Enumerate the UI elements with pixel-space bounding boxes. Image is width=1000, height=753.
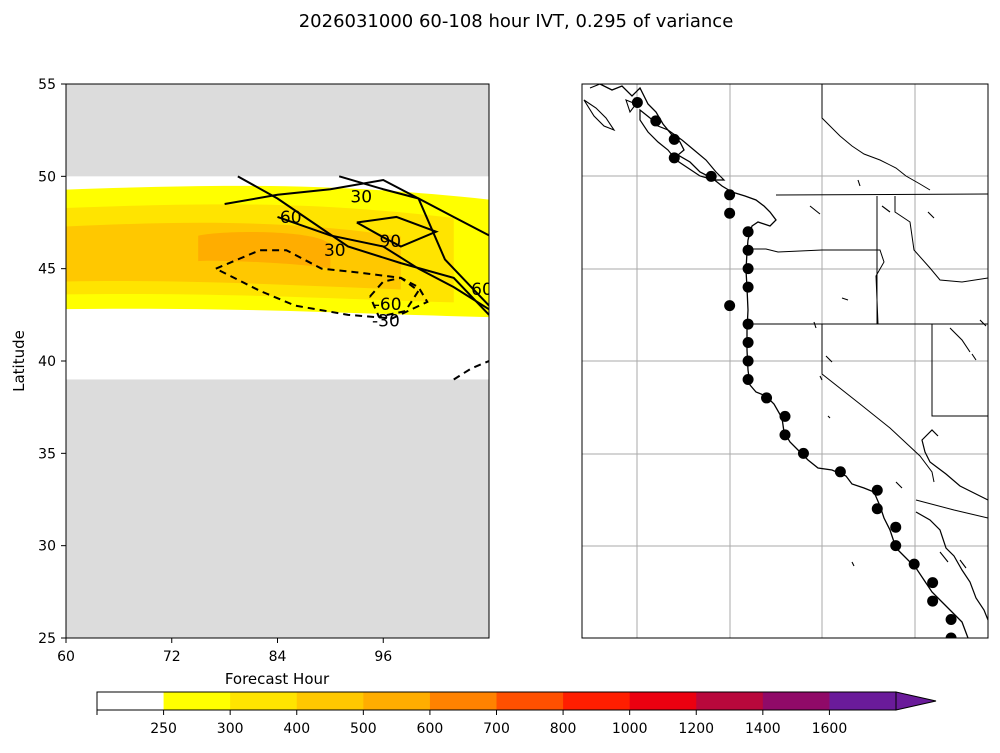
- map-point-22: [871, 503, 883, 515]
- map-point-8: [742, 244, 754, 256]
- map-point-20: [834, 466, 846, 478]
- colorbar-segment-8: [629, 692, 697, 710]
- colorbar-segment-0: [97, 692, 165, 710]
- colorbar-tick-label-250: 250: [150, 721, 177, 737]
- y-tick-label-35: 35: [38, 446, 56, 462]
- map-frame: [581, 83, 989, 639]
- colorbar-tick-label-700: 700: [483, 721, 510, 737]
- colorbar-tick-label-300: 300: [217, 721, 244, 737]
- map-point-17: [779, 410, 791, 422]
- contour-90-4: [356, 215, 439, 248]
- masked-region-0: [66, 379, 489, 638]
- contour-label-3: 90: [379, 232, 401, 252]
- colorbar-segment-11: [829, 692, 897, 710]
- map-point-19: [797, 447, 809, 459]
- colorbar-segment-3: [296, 692, 364, 710]
- y-tick-label-25: 25: [38, 631, 56, 647]
- y-tick-label-30: 30: [38, 539, 56, 555]
- map-point-10: [742, 281, 754, 293]
- colorbar-tick-label-1000: 1000: [612, 721, 648, 737]
- map-panel: [581, 83, 989, 639]
- islands: [583, 84, 987, 569]
- map-point-1: [650, 115, 662, 127]
- map-gridlines: [582, 84, 988, 638]
- map-point-12: [742, 318, 754, 330]
- vancouver-island: [639, 108, 726, 181]
- contour-label-2: 30: [324, 241, 346, 261]
- colorbar-segment-7: [563, 692, 631, 710]
- state-borders: [748, 84, 988, 519]
- y-axis-label: Latitude: [10, 330, 28, 392]
- contour-label-4: -60: [374, 295, 402, 315]
- contour-60-2: [224, 178, 489, 307]
- map-point-13: [742, 337, 754, 349]
- map-point-16: [761, 392, 773, 404]
- contour--30-7: [453, 360, 489, 381]
- colorbar-segment-4: [363, 692, 431, 710]
- map-point-5: [724, 189, 736, 201]
- x-tick-label-72: 72: [163, 649, 181, 665]
- colorbar-tick-label-1200: 1200: [678, 721, 714, 737]
- colorbar-extension: [895, 691, 937, 711]
- map-point-28: [945, 614, 957, 626]
- colorbar-segment-6: [496, 692, 564, 710]
- map-point-14: [742, 355, 754, 367]
- colorbar-tick-label-600: 600: [417, 721, 444, 737]
- map-point-11: [724, 300, 736, 312]
- map-point-3: [668, 152, 680, 164]
- y-tick-label-50: 50: [38, 169, 56, 185]
- x-tick-label-84: 84: [269, 649, 287, 665]
- x-tick-label-96: 96: [374, 649, 392, 665]
- map-point-24: [890, 540, 902, 552]
- colorbar: 250 300 400 500 600 700 800 1000 1200 1400 1600: [96, 691, 937, 737]
- colorbar-tick-label-1400: 1400: [745, 721, 781, 737]
- x-tick-label-60: 60: [57, 649, 75, 665]
- contour-label-1: 60: [280, 208, 302, 228]
- x-axis-label: Forecast Hour: [225, 670, 330, 688]
- map-point-18: [779, 429, 791, 441]
- map-point-27: [927, 595, 939, 607]
- map-point-26: [927, 577, 939, 589]
- colorbar-tick-label-800: 800: [550, 721, 577, 737]
- contour-60-3: [277, 216, 489, 311]
- colorbar-segment-5: [429, 692, 497, 710]
- map-point-6: [724, 207, 736, 219]
- contour--30-5: [215, 249, 429, 320]
- colorbar-tick-label-400: 400: [283, 721, 310, 737]
- colorbar-tick-label-500: 500: [350, 721, 377, 737]
- map-point-2: [668, 133, 680, 145]
- map-point-4: [705, 170, 717, 182]
- contour-30-1: [237, 175, 489, 316]
- map-point-23: [890, 521, 902, 533]
- colorbar-segment-2: [230, 692, 298, 710]
- contour-label-6: 60: [471, 280, 493, 300]
- map-point-21: [871, 484, 883, 496]
- masked-region-1: [66, 84, 489, 177]
- y-tick-label-40: 40: [38, 354, 56, 370]
- colorbar-segment-10: [762, 692, 830, 710]
- contour-label-5: -30: [372, 311, 400, 331]
- contour-label-0: 30: [350, 188, 372, 208]
- map-point-7: [742, 226, 754, 238]
- map-point-25: [908, 558, 920, 570]
- contour--60-6: [369, 276, 420, 318]
- map-point-9: [742, 263, 754, 275]
- colorbar-segment-9: [696, 692, 764, 710]
- y-tick-label-55: 55: [38, 77, 56, 93]
- map-point-0: [631, 96, 643, 108]
- map-point-29: [945, 632, 957, 638]
- colorbar-segment-1: [163, 692, 231, 710]
- baja-gulf-coast: [915, 429, 988, 621]
- colorbar-tick-label-1600: 1600: [812, 721, 848, 737]
- map-point-15: [742, 373, 754, 385]
- y-tick-label-45: 45: [38, 262, 56, 278]
- figure-title: 2026031000 60-108 hour IVT, 0.295 of var…: [299, 11, 734, 32]
